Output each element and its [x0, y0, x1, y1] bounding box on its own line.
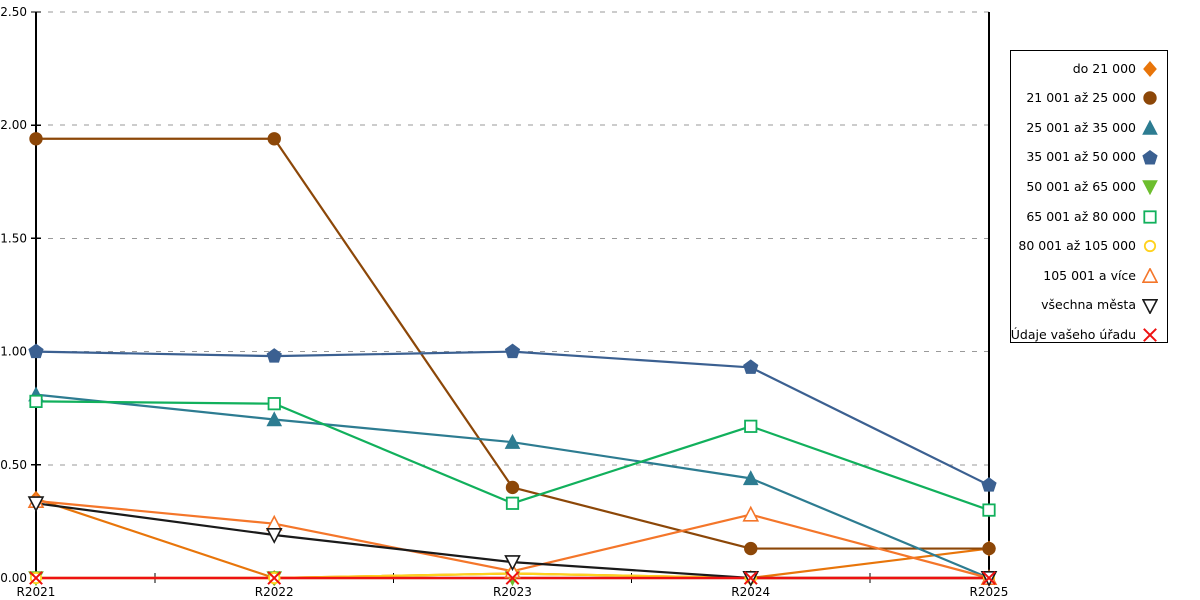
x-tick-label: R2022: [255, 585, 294, 599]
marker-pentagon: [1142, 149, 1158, 165]
y-tick-label: 2.00: [0, 118, 27, 132]
marker-circle: [744, 541, 758, 556]
marker-pentagon: [504, 343, 521, 359]
marker-triangle-down-open: [265, 527, 283, 544]
legend-marker-triangle-down-icon: [1142, 180, 1158, 196]
legend-marker-circle-icon: [1143, 91, 1157, 106]
marker-triangle-up-open: [742, 505, 760, 522]
x-axis-labels: R2021 R2022 R2023 R2024 R2025: [17, 585, 1009, 599]
marker-triangle-up: [742, 470, 759, 486]
marker-triangle-down: [1142, 180, 1158, 196]
series-markers-1: [29, 132, 996, 556]
marker-triangle-up: [266, 411, 283, 427]
marker-square-open: [505, 496, 520, 510]
marker-x: [743, 571, 758, 585]
marker-pentagon: [981, 477, 997, 492]
legend-marker-diamond-icon: [1143, 60, 1157, 77]
marker-circle: [505, 480, 520, 495]
y-tick-label: 0.00: [0, 571, 27, 585]
legend-item-label: do 21 000: [1072, 60, 1136, 76]
legend-item-label: 35 001 až 50 000: [1026, 149, 1136, 165]
marker-triangle-up: [504, 433, 521, 449]
marker-square-open: [267, 397, 281, 411]
marker-triangle-up-open: [1142, 267, 1158, 283]
marker-x-stroke: [267, 571, 282, 585]
marker-x: [505, 571, 520, 585]
legend-marker-triangle-down-open-icon: [1142, 298, 1158, 314]
legend-item[interactable]: 35 001 až 50 000: [1011, 143, 1167, 173]
x-tick-label: R2023: [493, 585, 532, 599]
series-markers-5: [29, 394, 996, 517]
legend-item[interactable]: 25 001 až 35 000: [1011, 113, 1167, 143]
series-3: [34, 350, 991, 487]
legend-item-label: 65 001 až 80 000: [1026, 208, 1136, 224]
marker-x-stroke: [743, 571, 758, 585]
legend-item-label: 21 001 až 25 000: [1026, 90, 1136, 106]
series-line: [34, 350, 991, 487]
y-tick-label: 2.50: [0, 5, 27, 19]
y-tick-label: 1.00: [0, 345, 27, 359]
marker-x-stroke: [505, 571, 520, 585]
chart-legend: do 21 000 21 001 až 25 000 25 001 až 35 00…: [1010, 50, 1168, 343]
marker-circle-open: [1143, 240, 1157, 253]
marker-x: [29, 571, 43, 585]
x-tick-label: R2021: [17, 585, 56, 599]
legend-item[interactable]: do 21 000: [1011, 54, 1167, 84]
y-tick-label: 0.50: [0, 458, 27, 472]
marker-diamond: [1143, 60, 1157, 77]
marker-triangle-down-open: [504, 555, 521, 572]
marker-x-stroke: [982, 571, 996, 585]
marker-triangle-down-open: [27, 496, 45, 513]
marker-square-open: [744, 419, 758, 433]
legend-marker-circle-open-icon: [1143, 240, 1157, 253]
marker-circle: [29, 132, 43, 146]
marker-square-open: [29, 394, 43, 409]
y-tick-label: 1.50: [0, 231, 27, 245]
legend-item-label: všechna města: [1041, 297, 1136, 313]
legend-item-label: 105 001 a více: [1043, 267, 1136, 283]
marker-x-stroke: [1143, 328, 1157, 343]
marker-x-stroke: [29, 571, 43, 585]
marker-pentagon: [28, 343, 44, 359]
legend-item-label: 80 001 až 105 000: [1018, 238, 1136, 254]
marker-circle: [982, 541, 996, 556]
legend-item[interactable]: 50 001 až 65 000: [1011, 172, 1167, 202]
marker-square-open: [1143, 210, 1157, 224]
x-tick-label: R2025: [970, 585, 1009, 599]
marker-pentagon: [743, 359, 759, 374]
legend-marker-triangle-up-open-icon: [1142, 267, 1158, 283]
marker-circle: [267, 132, 281, 146]
series-markers-9: [29, 571, 996, 585]
legend-item-label: 50 001 až 65 000: [1026, 178, 1136, 194]
data-series-group: [27, 132, 998, 587]
series-markers-3: [28, 343, 997, 492]
marker-pentagon: [266, 348, 282, 363]
legend-marker-triangle-up-icon: [1142, 119, 1158, 135]
legend-marker-x-icon: [1143, 328, 1157, 343]
legend-item-label: Údaje vašeho úřadu: [1010, 326, 1136, 342]
legend-item[interactable]: Údaje vašeho úřadu: [1011, 320, 1167, 350]
marker-circle: [1143, 91, 1157, 106]
marker-triangle-up: [1142, 119, 1158, 135]
marker-x: [267, 571, 282, 585]
marker-x: [1143, 328, 1157, 343]
legend-item[interactable]: všechna města: [1011, 291, 1167, 321]
legend-item[interactable]: 80 001 až 105 000: [1011, 232, 1167, 262]
legend-item[interactable]: 21 001 až 25 000: [1011, 84, 1167, 114]
legend-marker-square-open-icon: [1143, 210, 1157, 224]
x-tick-label: R2024: [731, 585, 770, 599]
legend-item-label: 25 001 až 35 000: [1026, 119, 1136, 135]
marker-square-open: [982, 503, 996, 517]
legend-item[interactable]: 105 001 a více: [1011, 261, 1167, 291]
marker-x: [982, 571, 996, 585]
legend-marker-pentagon-icon: [1142, 149, 1158, 165]
legend-item[interactable]: 65 001 až 80 000: [1011, 202, 1167, 232]
marker-triangle-down-open: [1142, 298, 1158, 314]
